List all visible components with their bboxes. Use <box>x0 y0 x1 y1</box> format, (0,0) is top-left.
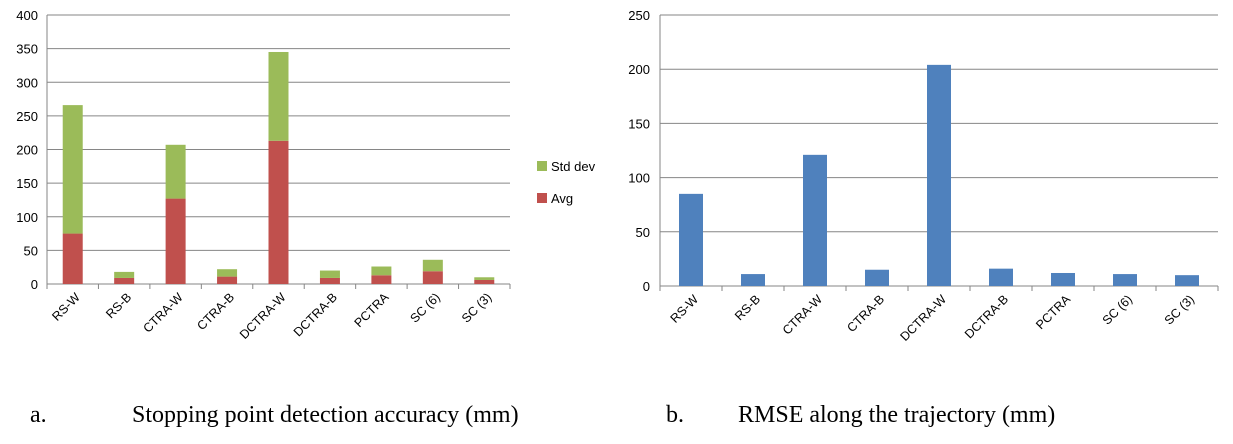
x-tick-label: DCTRA-B <box>291 290 340 339</box>
x-tick-label: RS-W <box>49 290 83 324</box>
bar-avg-rs-w <box>62 233 83 284</box>
legend-label-avg: Avg <box>551 191 573 206</box>
x-tick-label: DCTRA-W <box>237 290 289 342</box>
bar-avg-ctra-b <box>217 276 238 284</box>
x-tick-label: CTRA-W <box>780 292 825 337</box>
bar-std-dev-dctra-w <box>268 51 289 141</box>
bar-value-dctra-w <box>927 64 951 286</box>
bar-avg-ctra-w <box>165 198 186 284</box>
x-tick-label: SC (6) <box>1100 292 1135 327</box>
y-tick-label: 250 <box>628 8 650 23</box>
y-tick-label: 0 <box>643 279 650 294</box>
caption-a-label: a. <box>30 402 47 428</box>
bar-avg-dctra-b <box>319 277 340 284</box>
bar-std-dev-sc-3 <box>474 277 495 280</box>
x-tick-label: RS-W <box>668 292 702 326</box>
bar-value-ctra-w <box>803 154 827 286</box>
bar-avg-dctra-w <box>268 140 289 284</box>
x-tick-label: SC (6) <box>408 290 443 325</box>
y-tick-label: 350 <box>16 42 38 57</box>
x-tick-label: PCTRA <box>352 290 392 330</box>
bar-avg-sc-6 <box>422 271 443 284</box>
bar-value-ctra-b <box>865 269 889 286</box>
bar-value-sc-3 <box>1175 275 1199 286</box>
bar-value-rs-w <box>679 193 703 286</box>
x-tick-label: PCTRA <box>1033 292 1073 332</box>
y-tick-label: 200 <box>16 143 38 158</box>
x-tick-label: CTRA-W <box>140 290 185 335</box>
bar-std-dev-sc-6 <box>422 259 443 272</box>
y-tick-label: 0 <box>31 277 38 292</box>
bar-std-dev-pctra <box>371 266 392 276</box>
x-tick-label: RS-B <box>103 290 134 321</box>
bar-value-sc-6 <box>1113 274 1137 286</box>
y-tick-label: 50 <box>24 243 38 258</box>
legend-swatch-std-dev <box>537 161 547 171</box>
bar-avg-pctra <box>371 275 392 284</box>
caption-b-label: b. <box>666 402 684 428</box>
x-tick-label: CTRA-B <box>194 290 237 333</box>
bar-value-pctra <box>1051 272 1075 286</box>
bar-std-dev-rs-w <box>62 105 83 234</box>
y-tick-label: 100 <box>628 171 650 186</box>
bar-std-dev-dctra-b <box>319 270 340 278</box>
x-tick-label: RS-B <box>732 292 763 323</box>
y-tick-label: 150 <box>16 176 38 191</box>
bar-std-dev-rs-b <box>114 271 135 278</box>
bar-avg-rs-b <box>114 277 135 284</box>
x-tick-label: CTRA-B <box>844 292 887 335</box>
y-tick-label: 250 <box>16 109 38 124</box>
bar-avg-sc-3 <box>474 279 495 284</box>
y-tick-label: 50 <box>636 225 650 240</box>
x-tick-label: DCTRA-B <box>962 292 1011 341</box>
bar-value-rs-b <box>741 274 765 286</box>
caption-b-text: RMSE along the trajectory (mm) <box>738 402 1056 428</box>
x-tick-label: SC (3) <box>459 290 494 325</box>
bar-std-dev-ctra-b <box>217 269 238 277</box>
legend-label-std-dev: Std dev <box>551 159 596 174</box>
y-tick-label: 300 <box>16 75 38 90</box>
bar-std-dev-ctra-w <box>165 144 186 199</box>
bar-value-dctra-b <box>989 268 1013 286</box>
y-tick-label: 200 <box>628 62 650 77</box>
y-tick-label: 400 <box>16 8 38 23</box>
caption-a-text: Stopping point detection accuracy (mm) <box>132 402 519 428</box>
x-tick-label: DCTRA-W <box>897 292 949 344</box>
x-tick-label: SC (3) <box>1162 292 1197 327</box>
y-tick-label: 150 <box>628 116 650 131</box>
y-tick-label: 100 <box>16 210 38 225</box>
chart-stopping-point-accuracy: 0 50 100 150 200 250 300 350 400 RS-W RS-B CTRA-W CT… <box>16 8 595 342</box>
legend-swatch-avg <box>537 193 547 203</box>
